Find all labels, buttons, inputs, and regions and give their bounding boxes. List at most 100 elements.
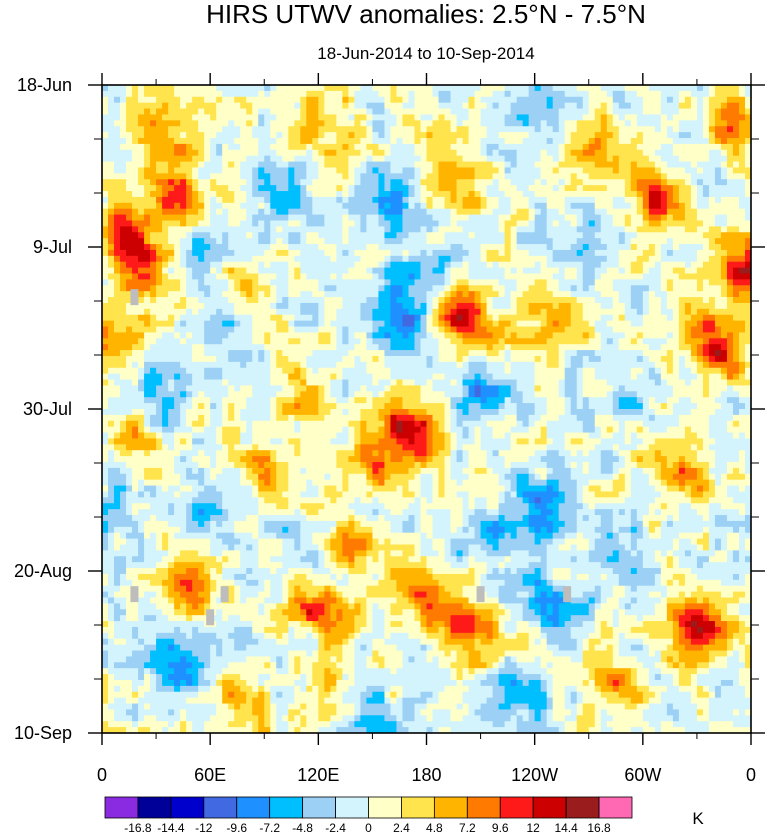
field-cell [456, 255, 464, 263]
field-cell [600, 155, 608, 163]
field-cell [582, 196, 590, 204]
field-cell [672, 161, 680, 169]
field-cell [630, 138, 638, 145]
field-cell [552, 161, 560, 169]
field-cell [426, 149, 434, 157]
field-cell [270, 202, 277, 210]
field-cell [606, 143, 614, 151]
field-cell [630, 102, 638, 110]
field-cell [168, 238, 175, 245]
field-cell [336, 249, 343, 257]
field-cell [618, 344, 626, 351]
field-cell [612, 196, 620, 204]
field-cell [348, 149, 355, 157]
field-cell [210, 102, 217, 110]
field-cell [246, 285, 253, 292]
field-cell [504, 173, 512, 180]
field-cell [714, 279, 722, 286]
field-cell [348, 179, 355, 186]
field-cell [564, 143, 572, 151]
field-cell [612, 149, 620, 157]
field-cell [732, 196, 740, 204]
field-cell [600, 297, 608, 304]
field-cell [708, 249, 716, 257]
field-cell [354, 332, 361, 339]
field-cell [294, 308, 301, 316]
field-cell [396, 297, 404, 304]
field-cell [660, 332, 668, 339]
field-cell [606, 191, 614, 198]
field-cell [156, 102, 163, 110]
field-cell [660, 338, 668, 345]
field-cell [540, 149, 548, 157]
field-cell [354, 249, 361, 257]
field-cell [570, 238, 578, 245]
field-cell [360, 220, 368, 227]
field-cell [192, 308, 199, 316]
field-cell [294, 167, 301, 174]
field-cell [594, 267, 602, 275]
field-cell [384, 314, 392, 322]
field-cell [414, 96, 422, 104]
field-cell [138, 167, 145, 174]
field-cell [300, 161, 307, 169]
field-cell [594, 185, 602, 192]
field-cell [612, 214, 620, 222]
field-cell [666, 326, 674, 334]
field-cell [192, 114, 199, 121]
field-cell [426, 138, 434, 145]
field-cell [582, 344, 590, 351]
field-cell [414, 132, 422, 139]
field-cell [300, 350, 307, 357]
field-cell [690, 167, 698, 174]
field-cell [156, 326, 163, 334]
field-cell [528, 149, 536, 157]
field-cell [300, 179, 307, 186]
field-cell [426, 220, 434, 227]
field-cell [168, 120, 175, 127]
field-cell [252, 96, 259, 104]
field-cell [270, 255, 277, 263]
field-cell [186, 244, 193, 251]
field-cell [252, 238, 259, 245]
field-cell [180, 297, 187, 304]
field-cell [528, 85, 536, 92]
field-cell [570, 114, 578, 121]
field-cell [414, 249, 422, 257]
field-cell [168, 191, 175, 198]
field-cell [540, 302, 548, 310]
field-cell [444, 126, 452, 133]
field-cell [396, 167, 404, 174]
field-cell [540, 155, 548, 163]
field-cell [354, 167, 361, 174]
field-cell [594, 285, 602, 292]
field-cell [294, 238, 301, 245]
field-cell [438, 314, 446, 322]
field-cell [540, 344, 548, 351]
field-cell [300, 249, 307, 257]
field-cell [600, 338, 608, 345]
field-cell [378, 302, 386, 310]
field-cell [648, 344, 656, 351]
field-cell [270, 196, 277, 204]
field-cell [210, 120, 217, 127]
field-cell [660, 208, 668, 216]
field-cell [192, 355, 199, 363]
field-cell [144, 249, 151, 257]
field-cell [708, 261, 716, 269]
field-cell [186, 143, 193, 151]
field-cell [618, 90, 626, 98]
field-cell [738, 302, 746, 310]
field-cell [222, 138, 229, 145]
field-cell [582, 179, 590, 186]
field-cell [384, 244, 392, 251]
field-cell [396, 143, 404, 151]
field-cell [138, 179, 145, 186]
field-cell [600, 326, 608, 334]
field-cell [528, 244, 536, 251]
field-cell [390, 126, 398, 133]
field-cell [198, 285, 205, 292]
field-cell [288, 279, 295, 286]
field-cell [528, 114, 536, 121]
field-cell [630, 285, 638, 292]
